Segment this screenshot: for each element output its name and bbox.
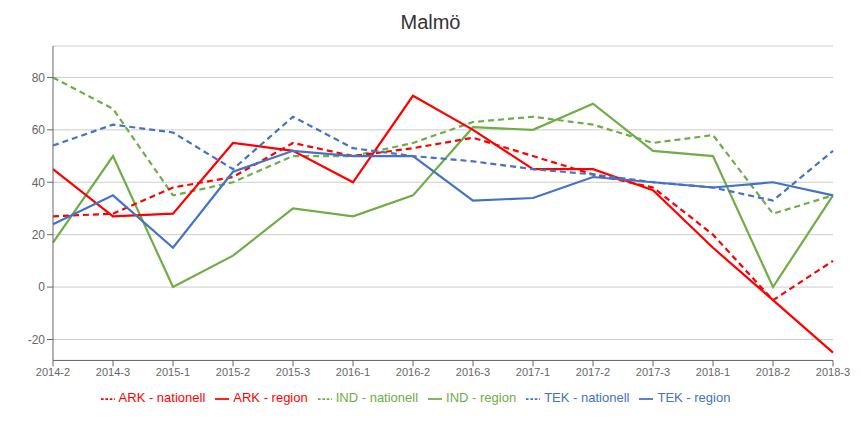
html-text:IND - region: IND - region — [446, 390, 517, 406]
svg-text:-20: -20 — [28, 333, 46, 347]
html-text:TEK - region: TEK - region — [657, 390, 731, 406]
svg-text:2015-2: 2015-2 — [216, 366, 250, 378]
svg-text:2014-3: 2014-3 — [96, 366, 130, 378]
svg-text:2015-3: 2015-3 — [276, 366, 310, 378]
svg-text:2017-3: 2017-3 — [636, 366, 670, 378]
html-text:Malmö: Malmö — [400, 11, 461, 33]
svg-text:2018-1: 2018-1 — [696, 366, 730, 378]
svg-text:2018-2: 2018-2 — [756, 366, 790, 378]
svg-text:60: 60 — [32, 123, 46, 137]
svg-text:2018-3: 2018-3 — [816, 366, 850, 378]
svg-text:80: 80 — [32, 71, 46, 85]
html-text:TEK - nationell: TEK - nationell — [544, 390, 630, 406]
html-text:IND - nationell: IND - nationell — [335, 390, 419, 406]
svg-text:2016-1: 2016-1 — [336, 366, 370, 378]
svg-text:0: 0 — [38, 280, 45, 294]
svg-text:2017-1: 2017-1 — [516, 366, 550, 378]
svg-text:2014-2: 2014-2 — [36, 366, 70, 378]
svg-text:2016-3: 2016-3 — [456, 366, 490, 378]
svg-text:2015-1: 2015-1 — [156, 366, 190, 378]
html-text:ARK - region: ARK - region — [233, 390, 308, 406]
svg-text:20: 20 — [32, 228, 46, 242]
html-text:ARK - nationell: ARK - nationell — [118, 390, 206, 406]
svg-text:2017-2: 2017-2 — [576, 366, 610, 378]
svg-text:40: 40 — [32, 176, 46, 190]
svg-text:2016-2: 2016-2 — [396, 366, 430, 378]
